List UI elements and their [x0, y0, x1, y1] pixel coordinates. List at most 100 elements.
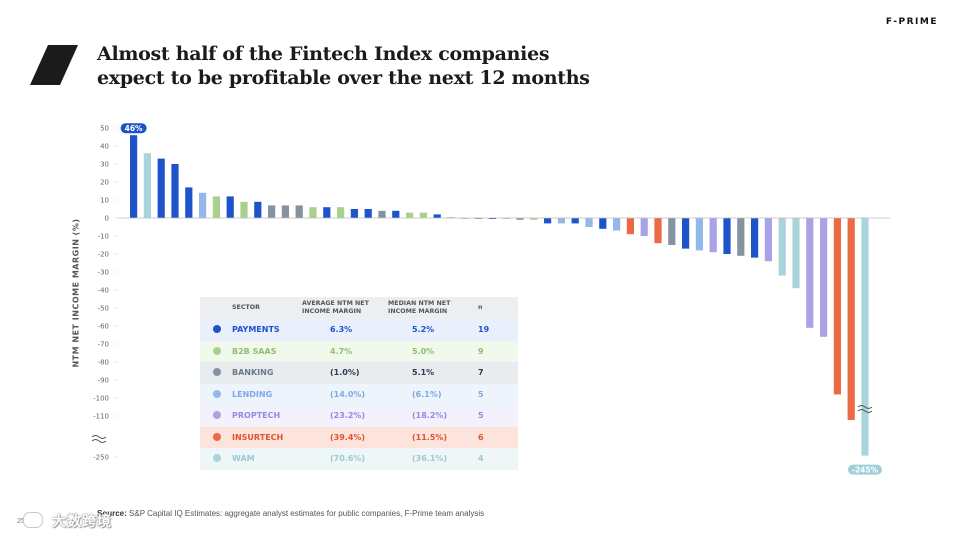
bar-payments: [171, 164, 179, 218]
bar-payments: [392, 210, 400, 218]
bar-banking: [668, 218, 676, 245]
bar-payments: [682, 218, 690, 249]
median-cell: (11.5%): [412, 432, 448, 442]
table-row: BANKING (1.0%) 5.1% 7: [200, 362, 518, 384]
y-tick-label: -10: [98, 233, 109, 241]
table-row: PAYMENTS 6.3% 5.2% 19: [200, 319, 518, 341]
header-sector: SECTOR: [200, 297, 302, 319]
sector-cell: LENDING: [200, 384, 302, 406]
bar-lending: [199, 192, 207, 218]
bar-insurtech: [626, 218, 634, 235]
y-tick-label: 50: [100, 125, 109, 133]
source-note: Source: S&P Capital IQ Estimates: aggreg…: [97, 509, 484, 518]
bar-b2b_saas: [502, 218, 510, 219]
bar-proptech: [640, 218, 648, 236]
callout-text: -245%: [852, 465, 879, 474]
average-cell: (23.2%): [330, 411, 366, 421]
y-tick-label: -20: [98, 251, 109, 259]
n-cell: 7: [478, 368, 484, 378]
bar-insurtech: [833, 218, 841, 395]
page-number: 25: [17, 518, 25, 525]
bar-proptech: [806, 218, 814, 328]
bar-banking: [378, 210, 386, 218]
bar-b2b_saas: [530, 218, 538, 220]
average-cell: (14.0%): [330, 389, 366, 399]
watermark-logo-icon: [23, 512, 43, 528]
bar-payments: [599, 218, 607, 229]
y-tick-label: -60: [98, 323, 109, 331]
table-body: PAYMENTS 6.3% 5.2% 19 B2B SAAS 4.7% 5.0% 9 BANKI…: [200, 319, 518, 470]
bar-payments: [544, 218, 552, 224]
y-tick-label: -50: [98, 305, 109, 313]
average-cell: (70.6%): [330, 454, 366, 464]
average-cell: (1.0%): [330, 368, 360, 378]
y-tick-label: 10: [100, 197, 109, 205]
bar-insurtech: [847, 218, 855, 420]
bar-b2b_saas: [212, 196, 220, 218]
average-cell: 4.7%: [330, 346, 353, 356]
n-cell: 5: [478, 411, 484, 421]
bar-payments: [350, 209, 358, 218]
bar-payments: [488, 218, 496, 219]
y-tick-label: -100: [93, 395, 109, 403]
sector-table: SECTOR AVERAGE NTM NET INCOME MARGIN MEDI…: [200, 297, 518, 470]
bar-b2b_saas: [461, 218, 469, 219]
sector-cell: WAM: [200, 448, 302, 470]
sector-dot-icon: [213, 368, 221, 377]
brand-parallelogram-logo: [30, 45, 78, 85]
sector-dot-icon: [213, 432, 221, 441]
bar-payments: [254, 201, 262, 218]
median-cell: 5.2%: [412, 325, 435, 335]
bar-wam: [778, 218, 786, 276]
median-cell: 5.1%: [412, 368, 435, 378]
bar-payments: [723, 218, 731, 254]
y-tick-label: 20: [100, 179, 109, 187]
header-n: n: [470, 297, 518, 319]
sector-dot-icon: [213, 389, 221, 398]
sector-cell: B2B SAAS: [200, 341, 302, 363]
sector-dot-icon: [213, 346, 221, 355]
sector-cell: PROPTECH: [200, 405, 302, 427]
median-cell: (18.2%): [412, 411, 448, 421]
bar-insurtech: [654, 218, 662, 244]
average-cell: (39.4%): [330, 432, 366, 442]
n-cell: 9: [478, 346, 484, 356]
bar-payments: [433, 214, 441, 218]
y-tick-label: -250: [93, 454, 109, 462]
sector-cell: INSURTECH: [200, 427, 302, 449]
y-tick-label: 0: [105, 215, 109, 223]
bar-b2b_saas: [337, 207, 345, 218]
y-axis-break-icon: [91, 435, 107, 443]
y-tick-label: -40: [98, 287, 109, 295]
bar-b2b_saas: [419, 212, 427, 218]
bar-payments: [130, 135, 138, 218]
y-tick-label: -30: [98, 269, 109, 277]
y-tick-label: -90: [98, 377, 109, 385]
bar-payments: [157, 158, 165, 218]
median-cell: 5.0%: [412, 346, 435, 356]
bar-payments: [571, 218, 579, 224]
sector-cell: BANKING: [200, 362, 302, 384]
bar-proptech: [820, 218, 828, 337]
y-tick-label: -110: [93, 413, 109, 421]
bar-break-icon: [857, 405, 873, 413]
bar-wam: [792, 218, 800, 289]
n-cell: 4: [478, 454, 484, 464]
axis-break-marks: [91, 405, 873, 443]
callouts: 46% -245%: [120, 123, 882, 475]
bar-payments: [323, 207, 331, 218]
bar-banking: [475, 218, 483, 219]
bar-wam: [143, 153, 151, 218]
median-cell: (36.1%): [412, 454, 448, 464]
bar-lending: [585, 218, 593, 227]
table-row: WAM (70.6%) (36.1%) 4: [200, 448, 518, 470]
bar-payments: [364, 209, 372, 218]
y-axis-ticks: 50 40 30 20 10 0 -10 -20 -30 -40 -50 -60 -70 -80 -90 -1…: [93, 125, 118, 462]
header-median: MEDIAN NTM NET INCOME MARGIN: [388, 297, 470, 319]
median-cell: (6.1%): [412, 389, 442, 399]
header-average: AVERAGE NTM NET INCOME MARGIN: [302, 297, 388, 319]
y-tick-label: -80: [98, 359, 109, 367]
n-cell: 5: [478, 389, 484, 399]
